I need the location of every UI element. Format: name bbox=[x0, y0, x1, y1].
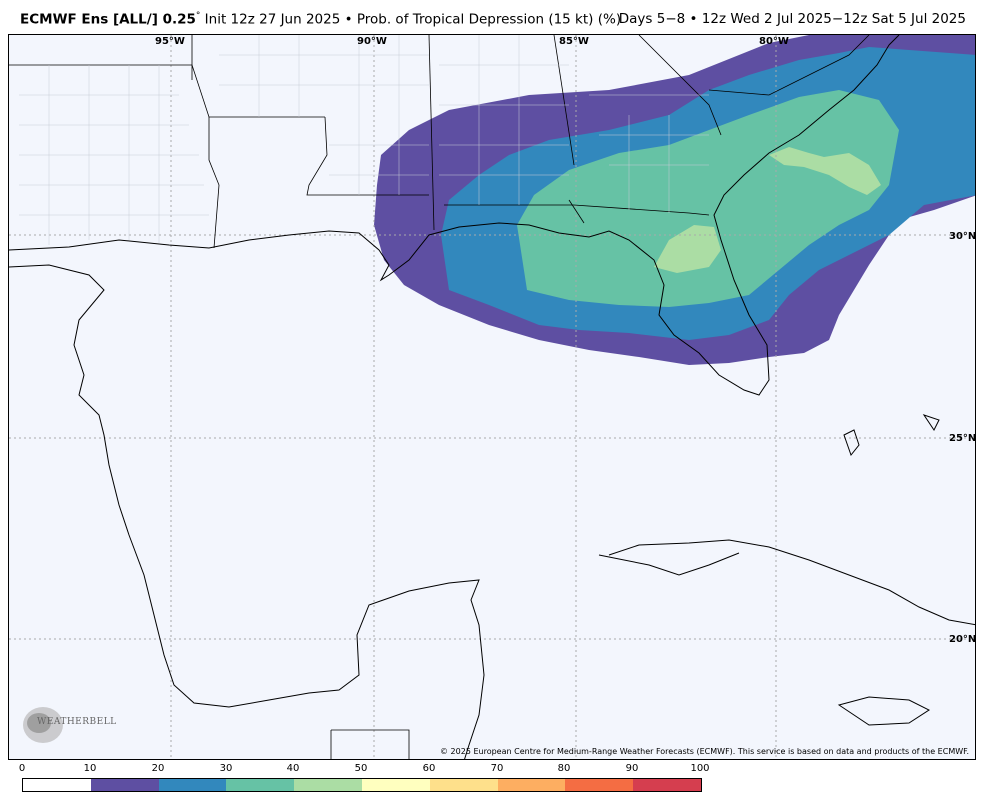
colorbar-tick: 50 bbox=[354, 763, 368, 774]
colorbar-segment bbox=[565, 779, 634, 791]
colorbar-segment bbox=[294, 779, 362, 791]
prob-area-40-50-b bbox=[769, 147, 881, 195]
prob-area-40-50 bbox=[654, 225, 721, 273]
lon-label-85w: 85°W bbox=[559, 36, 589, 47]
colorbar-segment bbox=[429, 779, 498, 791]
logo-text: WEATHERBELL bbox=[37, 717, 117, 727]
county-lines bbox=[19, 35, 709, 245]
lon-label-90w: 90°W bbox=[357, 36, 387, 47]
lat-label-20n: 20°N bbox=[949, 634, 976, 645]
model-name: ECMWF Ens [ALL/] 0.25 bbox=[20, 11, 196, 28]
colorbar-segment bbox=[497, 779, 566, 791]
weatherbell-logo: WEATHERBELL bbox=[17, 703, 116, 747]
colorbar-segment bbox=[361, 779, 430, 791]
valid-period: Days 5−8 • 12z Wed 2 Jul 2025−12z Sat 5 … bbox=[618, 11, 966, 27]
colorbar-segment bbox=[633, 779, 701, 791]
colorbar-tick: 10 bbox=[83, 763, 97, 774]
lat-label-30n: 30°N bbox=[949, 231, 976, 242]
lat-label-25n: 25°N bbox=[949, 433, 976, 444]
lon-label-80w: 80°W bbox=[759, 36, 789, 47]
colorbar-tick: 60 bbox=[422, 763, 436, 774]
map-panel[interactable]: 95°W 90°W 85°W 80°W 30°N 25°N 20°N WEATH… bbox=[8, 34, 976, 760]
degree-mark: ° bbox=[195, 11, 201, 21]
colorbar-tick: 90 bbox=[625, 763, 639, 774]
copyright-notice: © 2025 European Centre for Medium-Range … bbox=[440, 747, 969, 756]
coastlines bbox=[9, 35, 975, 759]
map-title: ECMWF Ens [ALL/] 0.25° Init 12z 27 Jun 2… bbox=[20, 11, 621, 28]
product-description: Init 12z 27 Jun 2025 • Prob. of Tropical… bbox=[200, 11, 622, 28]
colorbar-segment bbox=[158, 779, 227, 791]
colorbar-segment bbox=[90, 779, 159, 791]
map-canvas bbox=[9, 35, 975, 759]
borders bbox=[9, 35, 870, 759]
colorbar-segment bbox=[23, 779, 91, 791]
header: ECMWF Ens [ALL/] 0.25° Init 12z 27 Jun 2… bbox=[0, 0, 984, 34]
lon-label-95w: 95°W bbox=[155, 36, 185, 47]
colorbar-tick: 100 bbox=[690, 763, 710, 774]
colorbar-segment bbox=[226, 779, 295, 791]
graticule bbox=[9, 35, 975, 759]
colorbar-tick: 30 bbox=[219, 763, 233, 774]
colorbar bbox=[22, 778, 702, 792]
colorbar-tick: 20 bbox=[151, 763, 165, 774]
colorbar-tick: 80 bbox=[557, 763, 571, 774]
colorbar-tick: 40 bbox=[286, 763, 300, 774]
colorbar-tick: 70 bbox=[490, 763, 504, 774]
colorbar-tick: 0 bbox=[18, 763, 26, 774]
prob-area-30-40 bbox=[517, 90, 899, 307]
colorbar-ticks: 0 10 20 30 40 50 60 70 80 90 100 bbox=[0, 763, 984, 777]
